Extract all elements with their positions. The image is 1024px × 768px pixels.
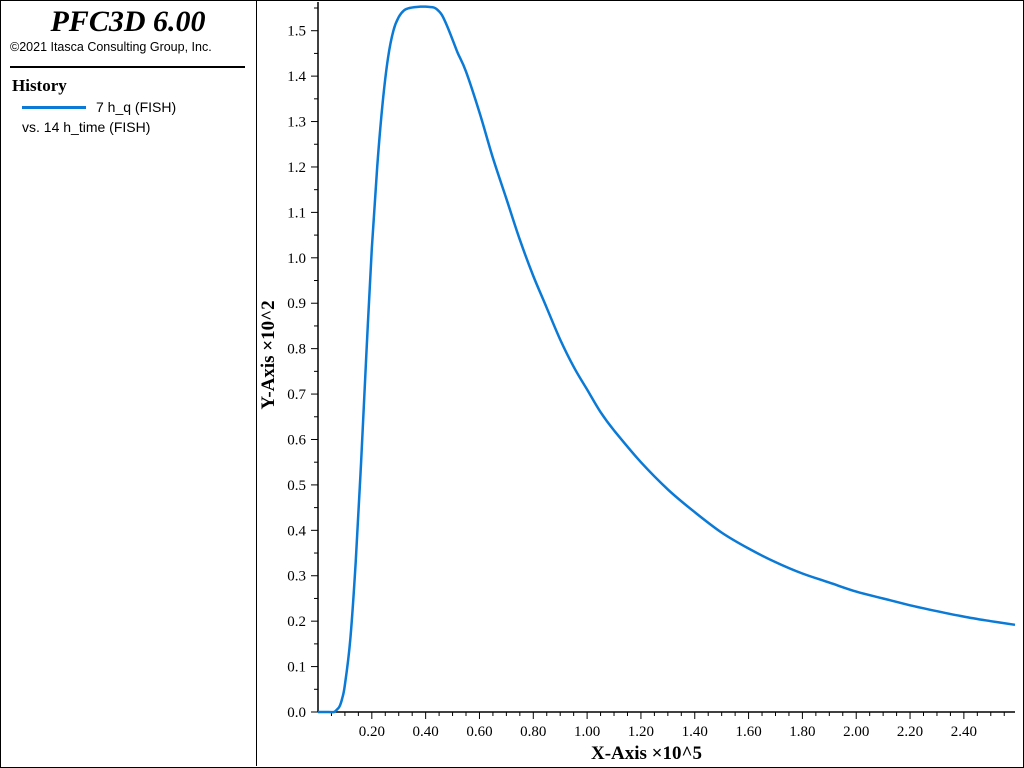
x-tick-label: 1.20 bbox=[628, 724, 654, 740]
ticks: 0.0 0.1 0.2 0.3 0.4 0.5 0.6 0.7 0.8 0.9 1.0 1.1 1.2 1… bbox=[287, 7, 1005, 740]
y-tick-label: 0.8 bbox=[287, 342, 306, 358]
y-tick-label: 0.5 bbox=[287, 478, 306, 494]
legend-series-label: 7 h_q (FISH) bbox=[96, 99, 177, 115]
y-tick-label: 0.9 bbox=[287, 296, 306, 312]
panel-heading: History bbox=[12, 76, 67, 95]
chart-plot: 0.0 0.1 0.2 0.3 0.4 0.5 0.6 0.7 0.8 0.9 1.0 1.1 1.2 1… bbox=[258, 2, 1016, 764]
x-tick-label: 1.60 bbox=[735, 724, 761, 740]
x-tick-label: 2.20 bbox=[897, 724, 923, 740]
title-divider bbox=[10, 66, 245, 68]
x-tick-label: 0.20 bbox=[359, 724, 385, 740]
y-tick-label: 1.0 bbox=[287, 251, 306, 267]
y-tick-label: 0.7 bbox=[287, 387, 306, 403]
y-tick-label: 0.3 bbox=[287, 569, 306, 585]
copyright-text: ©2021 Itasca Consulting Group, Inc. bbox=[10, 40, 212, 54]
y-tick-label: 0.0 bbox=[287, 705, 306, 721]
y-tick-label: 1.5 bbox=[287, 24, 306, 40]
y-tick-label: 0.2 bbox=[287, 614, 306, 630]
x-tick-label: 0.40 bbox=[413, 724, 439, 740]
y-axis-title: Y-Axis ×10^2 bbox=[258, 300, 279, 409]
y-tick-label: 1.2 bbox=[287, 160, 306, 176]
x-tick-label: 2.00 bbox=[843, 724, 869, 740]
legend-vs-label: vs. 14 h_time (FISH) bbox=[22, 119, 151, 135]
x-tick-label: 1.80 bbox=[789, 724, 815, 740]
x-tick-label: 0.80 bbox=[520, 724, 546, 740]
series-layer bbox=[318, 5, 1016, 714]
y-tick-label: 0.1 bbox=[287, 660, 306, 676]
x-axis-title: X-Axis ×10^5 bbox=[591, 743, 702, 764]
x-tick-label: 2.40 bbox=[951, 724, 977, 740]
app-title: PFC3D 6.00 bbox=[50, 5, 206, 38]
y-tick-label: 1.3 bbox=[287, 115, 306, 131]
x-tick-label: 1.40 bbox=[682, 724, 708, 740]
y-tick-label: 1.1 bbox=[287, 205, 306, 221]
y-tick-label: 1.4 bbox=[287, 69, 306, 85]
x-tick-label: 1.00 bbox=[574, 724, 600, 740]
series-line bbox=[318, 5, 1016, 714]
legend-panel: PFC3D 6.00 ©2021 Itasca Consulting Group… bbox=[0, 0, 257, 766]
axes bbox=[317, 2, 1015, 713]
y-tick-label: 0.4 bbox=[287, 523, 306, 539]
legend-line-swatch bbox=[22, 106, 86, 109]
x-tick-label: 0.60 bbox=[466, 724, 492, 740]
y-tick-label: 0.6 bbox=[287, 432, 306, 448]
